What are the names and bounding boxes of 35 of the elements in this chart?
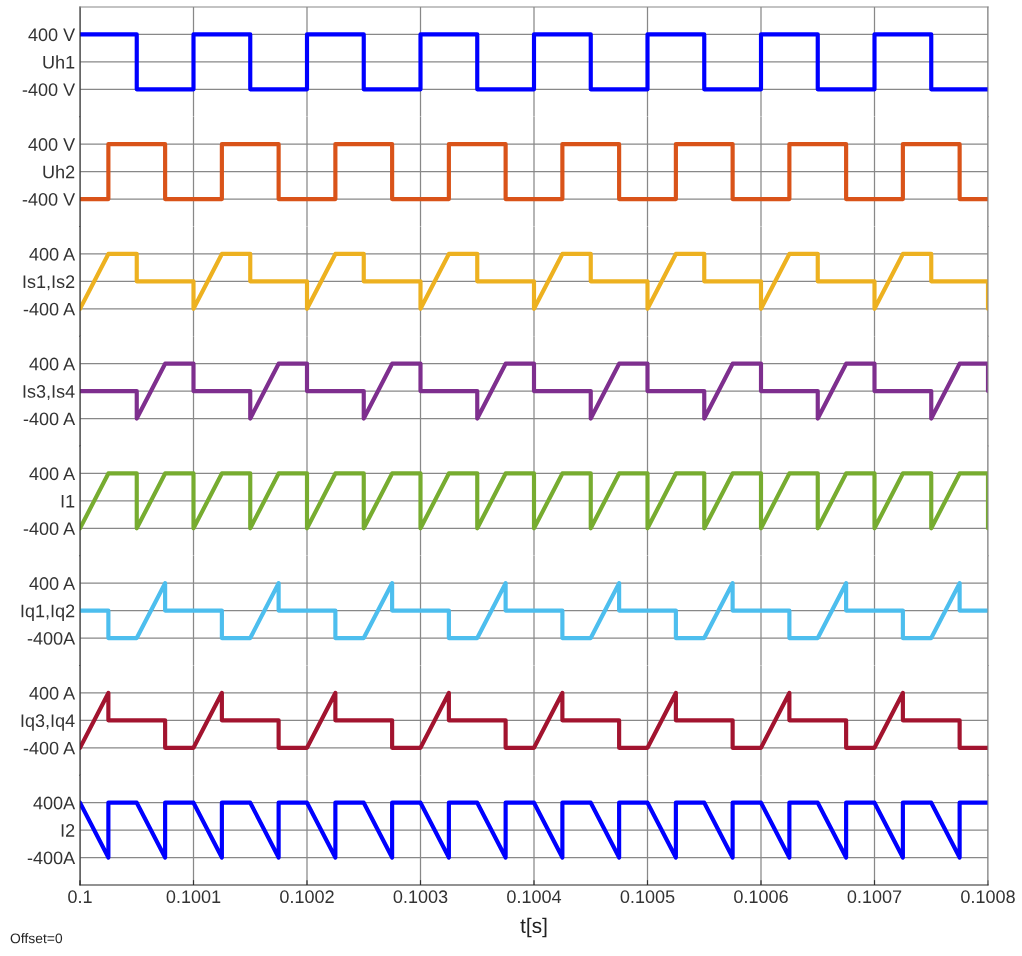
y-tick-label: 400 V xyxy=(28,138,76,151)
x-tick-label: 0.1006 xyxy=(734,890,788,904)
x-tick-label: 0.1001 xyxy=(166,890,221,904)
y-tick-label: 400 A xyxy=(29,247,76,261)
x-tick-label: 0.1005 xyxy=(620,890,675,904)
x-tick-label: 0.1007 xyxy=(847,890,902,904)
y-tick-label: -400 V xyxy=(22,83,76,97)
y-tick-label: -400 A xyxy=(23,412,76,426)
y-tick-label: I2 xyxy=(61,824,75,837)
y-tick-label: 400A xyxy=(33,796,76,810)
x-tick-label: 0.1004 xyxy=(507,890,562,904)
y-tick-label: Iq3,Iq4 xyxy=(21,714,75,731)
y-tick-label: 400 A xyxy=(29,357,76,371)
y-tick-label: -400 V xyxy=(22,193,76,206)
y-tick-label: -400 A xyxy=(23,302,76,316)
x-tick-label: 0.1008 xyxy=(961,890,1015,904)
y-tick-label: Is1,Is2 xyxy=(23,275,75,291)
y-tick-label: 400 A xyxy=(29,686,76,700)
y-tick-label: Is3,Is4 xyxy=(23,385,75,400)
y-tick-label: Iq1,Iq2 xyxy=(21,604,75,621)
y-tick-label: Uh1 xyxy=(43,55,75,69)
y-tick-label: 400 A xyxy=(29,577,76,590)
y-tick-label: -400A xyxy=(27,851,76,865)
x-tick-label: 0.1003 xyxy=(393,890,448,904)
x-tick-label: 0.1 xyxy=(68,890,92,904)
y-tick-label: 400 V xyxy=(28,28,76,42)
y-tick-label: -400 A xyxy=(23,741,76,755)
x-axis-title: t[s] xyxy=(520,917,547,938)
x-tick-label: 0.1002 xyxy=(280,890,334,904)
y-tick-label: -400A xyxy=(27,632,76,645)
y-tick-label: 400 A xyxy=(29,467,76,481)
text: Offset=0 xyxy=(10,933,63,944)
y-tick-label: Uh2 xyxy=(43,165,75,179)
y-tick-label: I1 xyxy=(61,495,75,508)
y-tick-label: -400 A xyxy=(23,522,76,536)
